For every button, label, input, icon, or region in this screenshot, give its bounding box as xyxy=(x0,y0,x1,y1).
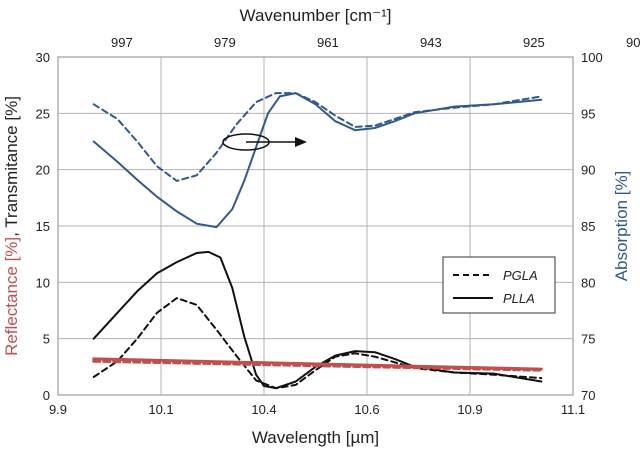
x-tick-label-top: 997 xyxy=(111,35,133,50)
y-tick-label-left: 15 xyxy=(36,219,50,234)
y-tick-label-right: 85 xyxy=(581,219,595,234)
y-tick-label-right: 90 xyxy=(581,163,595,178)
y-tick-label-right: 70 xyxy=(581,388,595,403)
legend-label-pgla: PGLA xyxy=(503,268,538,283)
y-tick-label-left: 5 xyxy=(43,332,50,347)
x-tick-label-bottom: 10.1 xyxy=(148,402,173,417)
x-tick-label-top: 907 xyxy=(626,35,640,50)
y-tick-label-right: 100 xyxy=(581,50,603,65)
x-axis-title-bottom: Wavelength [µm] xyxy=(252,428,379,447)
x-axis-title-top: Wavenumber [cm⁻¹] xyxy=(240,6,392,25)
chart-svg: 9.9 10.1 10.4 10.6 10.9 11.1 997 979 961 943 925 90… xyxy=(0,0,640,450)
grid-lines xyxy=(58,57,573,395)
x-tick-label-top: 961 xyxy=(317,35,339,50)
y-tick-label-left: 25 xyxy=(36,106,50,121)
x-tick-label-top: 925 xyxy=(523,35,545,50)
x-tick-label-bottom: 10.4 xyxy=(251,402,276,417)
x-tick-label-bottom: 10.6 xyxy=(354,402,379,417)
y-tick-label-right: 80 xyxy=(581,275,595,290)
y-tick-label-left: 10 xyxy=(36,275,50,290)
y-axis-title-left: Reflectance [%], Transmitance [%] xyxy=(2,96,21,356)
y-tick-label-left: 0 xyxy=(43,388,50,403)
y-tick-label-right: 75 xyxy=(581,332,595,347)
y-tick-label-left: 20 xyxy=(36,163,50,178)
x-tick-label-bottom: 11.1 xyxy=(561,402,585,417)
x-tick-label-bottom: 10.9 xyxy=(457,402,482,417)
legend: PGLA PLLA xyxy=(443,257,555,313)
y-axis-title-right: Absorption [%] xyxy=(612,171,631,282)
y-tick-label-right: 95 xyxy=(581,106,595,121)
annotation-arrowhead xyxy=(295,137,307,147)
y-axis-title-left-transmittance: , Transmitance [%] xyxy=(2,96,21,237)
legend-box xyxy=(443,257,555,313)
x-tick-label-top: 979 xyxy=(214,35,236,50)
y-axis-title-left-reflectance: Reflectance [%] xyxy=(2,237,21,356)
y-tick-label-left: 30 xyxy=(36,50,50,65)
x-tick-label-bottom: 9.9 xyxy=(49,402,67,417)
legend-label-plla: PLLA xyxy=(503,291,535,306)
x-tick-label-top: 943 xyxy=(420,35,442,50)
annotation xyxy=(223,134,307,150)
